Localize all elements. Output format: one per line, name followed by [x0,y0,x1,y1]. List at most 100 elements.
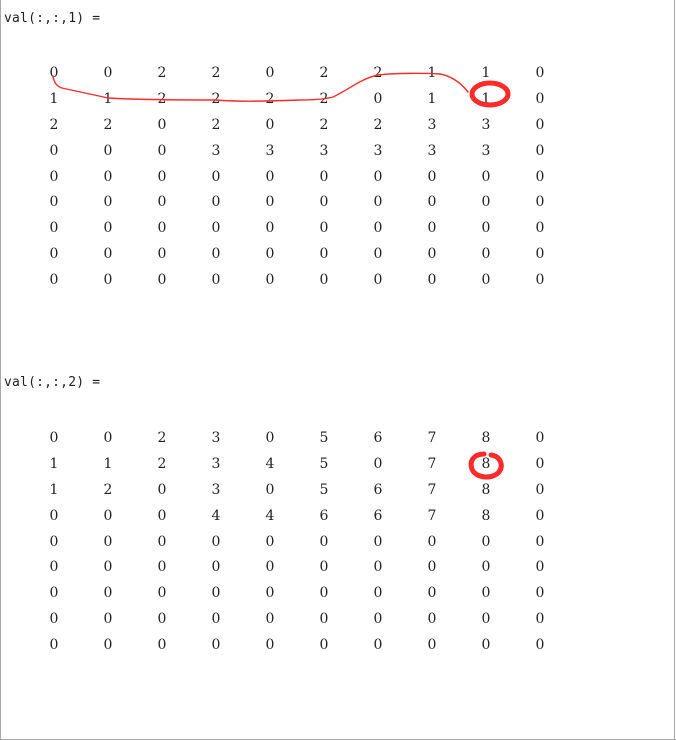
matrix-cell: 0 [373,168,383,185]
matrix-cell: 1 [49,455,59,472]
matrix-cell: 0 [427,220,437,237]
matrix-row: 0 0 0 0 0 0 0 0 0 0 [27,556,567,582]
matrix-cell: 6 [373,481,383,498]
matrix-cell: 2 [319,90,329,107]
matrix-cell: 0 [427,611,437,628]
matrix-cell: 0 [427,533,437,550]
matrix-cell: 0 [49,194,59,211]
matrix-cell: 0 [319,533,329,550]
matrix-cell: 0 [535,507,545,524]
matrix-row: 0 0 0 0 0 0 0 0 0 0 [27,217,567,243]
matrix-cell: 3 [427,116,437,133]
matrix-cell: 0 [211,611,221,628]
matrix-cell: 0 [535,533,545,550]
matrix-row: 0 0 0 0 0 0 0 0 0 0 [27,582,567,608]
matrix-cell: 0 [535,611,545,628]
matrix-cell: 0 [481,533,491,550]
matrix-row: 1 1 2 2 2 2 0 1 1 0 [27,88,567,114]
matrix-cell: 5 [319,455,329,472]
matrix-row: 1 2 0 3 0 5 6 7 8 0 [27,479,567,505]
matrix-cell: 0 [265,246,275,263]
matrix-cell: 8 [481,507,491,524]
matrix-cell: 0 [265,559,275,576]
matrix-cell: 0 [427,585,437,602]
matrix-cell: 0 [103,559,113,576]
matrix-row: 0 0 0 0 0 0 0 0 0 0 [27,166,567,192]
matrix-cell: 0 [103,585,113,602]
matrix-cell: 0 [535,116,545,133]
matrix-cell: 0 [265,430,275,446]
matrix-cell: 2 [103,116,113,133]
matrix-cell: 3 [211,455,221,472]
matrix-cell: 0 [49,220,59,237]
matrix-cell: 0 [211,559,221,576]
matrix-cell: 3 [211,430,221,446]
matrix-cell: 0 [319,611,329,628]
matrix-cell: 0 [535,142,545,159]
matrix-cell: 0 [157,142,167,159]
matrix-cell: 1 [481,90,491,107]
matrix-cell: 0 [427,559,437,576]
matrix-cell: 0 [211,585,221,602]
matrix-cell: 0 [427,194,437,211]
matrix-cell: 0 [103,194,113,211]
matrix-cell: 2 [157,90,167,107]
matrix-cell: 0 [481,559,491,576]
window-border-right [674,0,675,740]
matrix-cell: 0 [157,637,167,654]
matrix-cell: 0 [373,611,383,628]
matrix-cell: 0 [211,194,221,211]
matrix-cell: 0 [49,142,59,159]
matrix-cell: 0 [103,533,113,550]
matrix-row: 0 0 2 3 0 5 6 7 8 0 [27,427,567,453]
matrix-cell: 5 [319,430,329,446]
matrix-cell: 0 [157,611,167,628]
matrix-cell: 0 [265,116,275,133]
matrix-cell: 0 [535,481,545,498]
matrix-row: 0 0 0 3 3 3 3 3 3 0 [27,140,567,166]
matrix-cell: 0 [535,559,545,576]
matrix-cell: 2 [319,65,329,81]
matrix-cell: 2 [265,90,275,107]
matrix-cell: 0 [103,142,113,159]
matrix-cell: 2 [211,116,221,133]
matrix-row: 0 0 0 0 0 0 0 0 0 0 [27,269,567,295]
matrix-cell: 2 [373,116,383,133]
matrix-cell: 0 [265,168,275,185]
matrix-cell: 0 [103,65,113,81]
matrix-cell: 2 [211,90,221,107]
matrix-row: 1 1 2 3 4 5 0 7 8 0 [27,453,567,479]
matrix-cell: 0 [49,65,59,81]
matrix-cell: 0 [319,194,329,211]
matrix-cell: 0 [535,194,545,211]
matrix-cell: 0 [427,246,437,263]
matrix-cell: 0 [103,220,113,237]
matrix-cell: 0 [535,168,545,185]
matrix-cell: 3 [319,142,329,159]
matrix-cell: 3 [373,142,383,159]
matrix-cell: 0 [535,585,545,602]
matrix-cell: 0 [373,637,383,654]
window-border-left [0,0,1,740]
matrix-cell: 2 [49,116,59,133]
matrix-cell: 0 [211,168,221,185]
matrix-cell: 4 [211,507,221,524]
matrix-cell: 0 [157,116,167,133]
matrix-cell: 2 [103,481,113,498]
matrix-cell: 0 [49,611,59,628]
matrix-cell: 0 [211,272,221,289]
matrix-cell: 0 [481,168,491,185]
matrix-cell: 0 [103,168,113,185]
matrix-row: 0 0 0 0 0 0 0 0 0 0 [27,608,567,634]
matrix-cell: 0 [103,430,113,446]
matrix-cell: 0 [157,559,167,576]
matrix-cell: 0 [157,168,167,185]
matrix-cell: 3 [265,142,275,159]
matrix-cell: 0 [103,272,113,289]
matrix-cell: 3 [211,142,221,159]
matrix-cell: 0 [211,246,221,263]
matrix-cell: 3 [481,116,491,133]
matrix-cell: 0 [265,533,275,550]
matrix-cell: 4 [265,507,275,524]
matrix-cell: 5 [319,481,329,498]
